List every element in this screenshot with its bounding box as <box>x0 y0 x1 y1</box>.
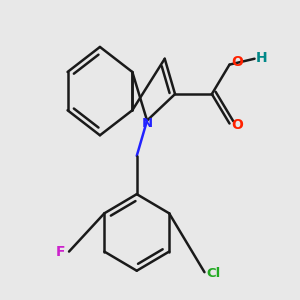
Text: O: O <box>231 55 243 69</box>
Text: F: F <box>56 244 65 259</box>
Text: O: O <box>231 118 243 132</box>
Text: N: N <box>142 117 153 130</box>
Text: H: H <box>256 51 268 65</box>
Text: Cl: Cl <box>207 267 221 280</box>
